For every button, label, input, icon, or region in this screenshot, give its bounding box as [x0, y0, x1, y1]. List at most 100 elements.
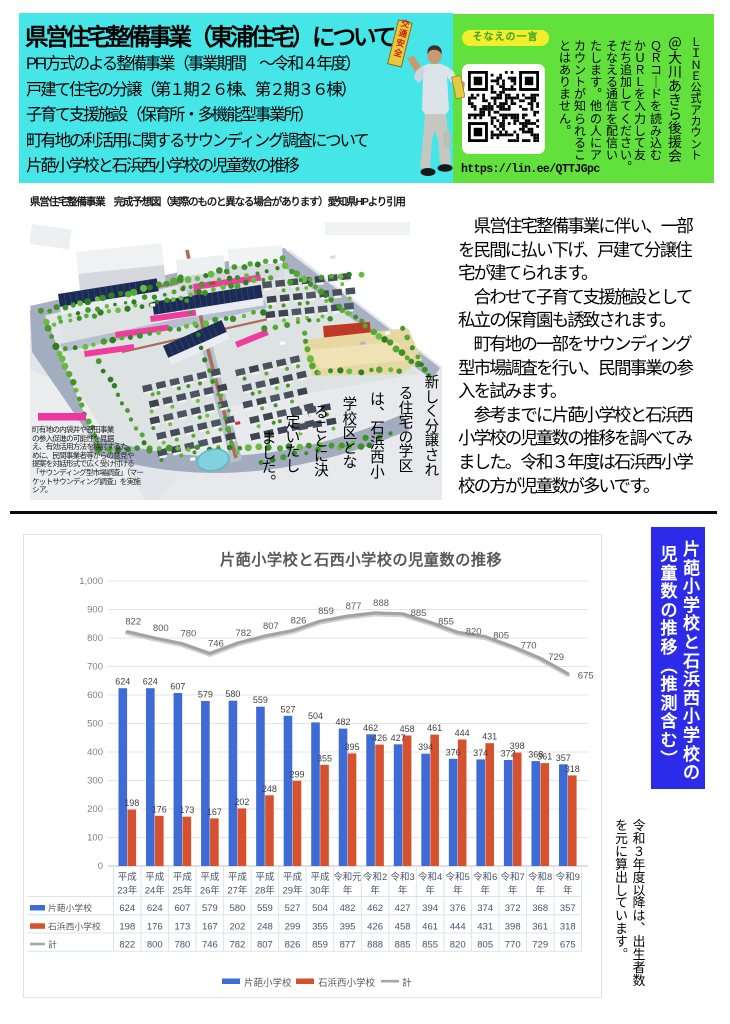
svg-text:807: 807 — [257, 940, 273, 951]
svg-text:855: 855 — [438, 616, 454, 627]
svg-text:807: 807 — [263, 621, 279, 632]
svg-text:めに、民間事業者等からの意見や: めに、民間事業者等からの意見や — [32, 450, 134, 460]
svg-text:780: 780 — [180, 629, 196, 640]
svg-text:729: 729 — [532, 940, 548, 951]
svg-text:「サウンディング型市場調査」（マー: 「サウンディング型市場調査」（マー — [32, 467, 143, 477]
svg-text:782: 782 — [235, 628, 251, 639]
svg-text:729: 729 — [548, 652, 564, 663]
svg-text:395: 395 — [340, 921, 356, 932]
svg-text:令和2: 令和2 — [363, 871, 387, 883]
svg-text:462: 462 — [363, 723, 378, 733]
svg-text:平成: 平成 — [173, 871, 193, 883]
svg-text:30年: 30年 — [310, 885, 331, 897]
svg-text:100: 100 — [87, 833, 103, 844]
svg-text:504: 504 — [308, 711, 323, 721]
svg-text:746: 746 — [202, 940, 218, 951]
svg-text:374: 374 — [477, 903, 493, 914]
svg-text:355: 355 — [312, 921, 328, 932]
svg-text:平成: 平成 — [145, 871, 165, 883]
svg-text:361: 361 — [532, 921, 548, 932]
svg-text:全: 全 — [392, 46, 404, 59]
svg-text:え、有効活用方法を検討するた: え、有効活用方法を検討するた — [32, 441, 127, 451]
svg-text:167: 167 — [202, 921, 218, 932]
svg-text:800: 800 — [153, 623, 169, 634]
svg-text:885: 885 — [411, 608, 427, 619]
svg-text:29年: 29年 — [282, 885, 303, 897]
svg-text:859: 859 — [312, 940, 328, 951]
svg-text:357: 357 — [556, 753, 571, 763]
svg-text:675: 675 — [578, 671, 594, 682]
svg-text:431: 431 — [477, 921, 493, 932]
svg-text:427: 427 — [395, 903, 411, 914]
svg-text:461: 461 — [427, 723, 442, 733]
svg-text:376: 376 — [446, 747, 461, 757]
svg-text:令和5: 令和5 — [446, 871, 470, 883]
svg-text:年: 年 — [425, 885, 435, 897]
svg-text:888: 888 — [367, 940, 383, 951]
svg-text:シア。: シア。 — [32, 485, 52, 494]
svg-text:770: 770 — [505, 940, 521, 951]
svg-text:安: 安 — [395, 36, 406, 49]
svg-text:527: 527 — [280, 704, 295, 714]
svg-text:458: 458 — [395, 921, 411, 932]
svg-text:822: 822 — [119, 940, 135, 951]
svg-text:令和3: 令和3 — [390, 871, 414, 883]
svg-text:398: 398 — [510, 741, 525, 751]
svg-text:458: 458 — [400, 724, 415, 734]
svg-text:片葩小学校と石西小学校の児童数の推移: 片葩小学校と石西小学校の児童数の推移 — [220, 551, 502, 569]
svg-text:426: 426 — [372, 733, 387, 743]
svg-text:746: 746 — [208, 638, 224, 649]
svg-text:28年: 28年 — [255, 885, 276, 897]
svg-text:859: 859 — [318, 606, 334, 617]
svg-text:176: 176 — [152, 804, 167, 814]
svg-text:石浜西小学校: 石浜西小学校 — [48, 920, 101, 931]
svg-text:527: 527 — [285, 903, 301, 914]
svg-text:年: 年 — [343, 885, 353, 897]
svg-text:176: 176 — [147, 921, 163, 932]
svg-text:200: 200 — [87, 804, 103, 815]
svg-text:462: 462 — [367, 903, 383, 914]
svg-text:805: 805 — [477, 940, 493, 951]
svg-text:885: 885 — [395, 940, 411, 951]
svg-text:855: 855 — [422, 940, 438, 951]
svg-text:令和4: 令和4 — [418, 871, 442, 883]
svg-text:355: 355 — [317, 753, 332, 763]
svg-text:年: 年 — [480, 885, 490, 897]
svg-text:800: 800 — [147, 940, 163, 951]
svg-text:395: 395 — [344, 742, 359, 752]
svg-text:26年: 26年 — [200, 885, 221, 897]
svg-text:248: 248 — [257, 921, 273, 932]
svg-text:822: 822 — [125, 617, 141, 628]
svg-text:片葩小学校: 片葩小学校 — [48, 902, 92, 913]
svg-text:782: 782 — [229, 940, 245, 951]
svg-text:173: 173 — [174, 921, 190, 932]
svg-text:年: 年 — [563, 885, 573, 897]
svg-text:23年: 23年 — [117, 885, 138, 897]
svg-text:年: 年 — [508, 885, 518, 897]
svg-text:提案を対話形式で広く受け付ける: 提案を対話形式で広く受け付ける — [32, 458, 134, 468]
svg-text:平成: 平成 — [118, 871, 138, 883]
svg-text:平成: 平成 — [200, 871, 220, 883]
svg-text:376: 376 — [450, 903, 466, 914]
svg-text:交: 交 — [400, 17, 411, 30]
svg-text:年: 年 — [398, 885, 408, 897]
svg-text:24年: 24年 — [145, 885, 166, 897]
svg-text:559: 559 — [257, 903, 273, 914]
svg-text:平成: 平成 — [283, 871, 303, 883]
svg-text:町有地の内袋井や召田事業: 町有地の内袋井や召田事業 — [32, 424, 115, 434]
svg-text:318: 318 — [560, 921, 576, 932]
svg-text:平成: 平成 — [310, 871, 330, 883]
svg-text:675: 675 — [560, 940, 576, 951]
svg-text:198: 198 — [119, 921, 135, 932]
svg-text:461: 461 — [422, 921, 438, 932]
svg-text:426: 426 — [367, 921, 383, 932]
svg-text:の参入促進の可能性を見据: の参入促進の可能性を見据 — [32, 433, 115, 443]
svg-text:398: 398 — [505, 921, 521, 932]
svg-text:ケットサウンディング調査」を実施: ケットサウンディング調査」を実施 — [32, 476, 141, 486]
svg-text:年: 年 — [453, 885, 463, 897]
svg-text:444: 444 — [455, 728, 470, 738]
svg-text:368: 368 — [532, 903, 548, 914]
svg-text:202: 202 — [229, 921, 245, 932]
svg-text:361: 361 — [537, 752, 552, 762]
svg-text:500: 500 — [87, 719, 103, 730]
